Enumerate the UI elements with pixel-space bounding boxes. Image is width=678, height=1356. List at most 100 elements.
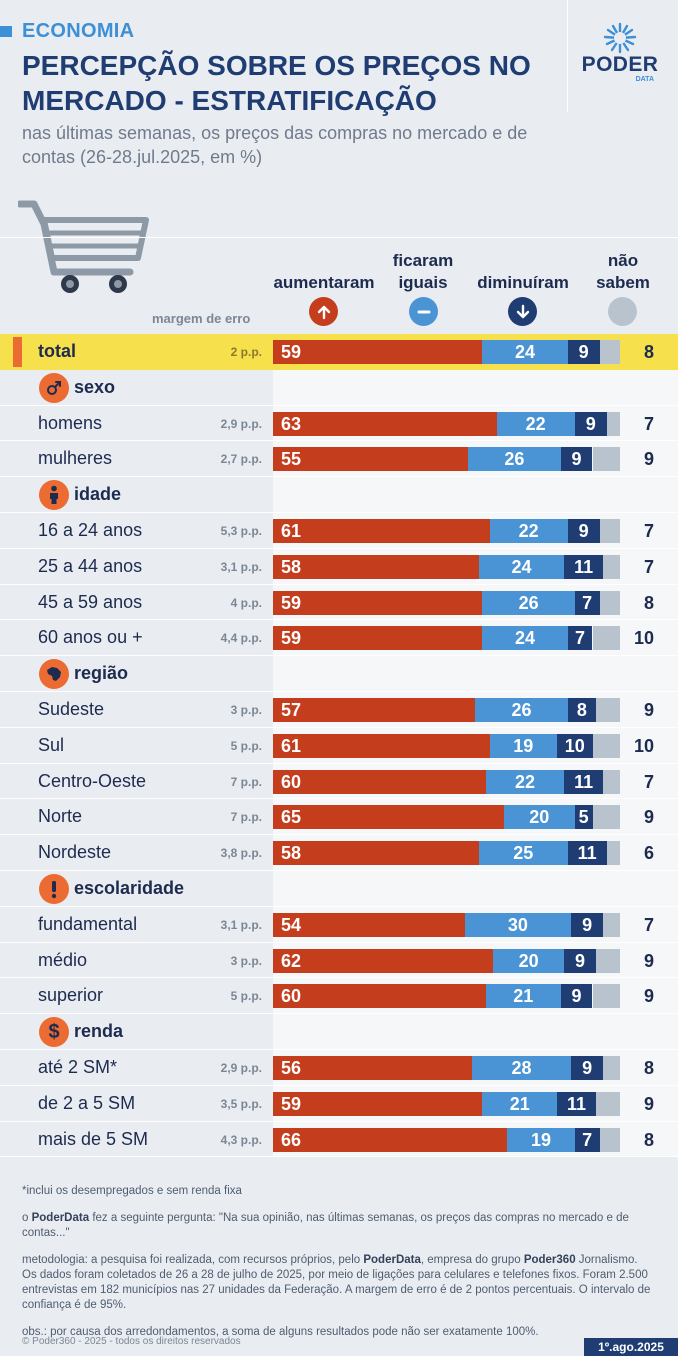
bar-dont-know [592,626,620,651]
row-label: médio [38,949,88,970]
value-equal: 19 [531,1129,552,1150]
value-down: 5 [578,807,589,828]
bar-equal [489,518,568,543]
value-down: 9 [582,1057,593,1078]
value-up: 55 [281,449,302,470]
value-up: 58 [281,843,302,864]
bar-up [273,554,479,579]
bar-down [564,554,604,579]
data-row: Sudeste 3 p.p. 57 26 8 9 [0,691,678,728]
value-up: 66 [281,1129,302,1150]
shopping-cart-icon [18,200,149,293]
value-up: 62 [281,950,302,971]
value-down: 11 [567,1093,587,1114]
burst-icon [603,22,637,54]
value-dont-know: 9 [643,449,654,470]
bar-equal [478,554,565,579]
col-head-up: aumentaram [273,273,375,292]
margin-of-error: 2,7 p.p. [220,452,262,467]
bar-down [567,518,600,543]
value-down: 11 [574,771,594,792]
bar-up [273,733,490,758]
row-label: 25 a 44 anos [38,555,143,576]
bar-equal [489,733,557,758]
total-marker [13,337,22,367]
value-up: 61 [281,735,302,756]
bar-area [273,1014,678,1050]
row-label: de 2 a 5 SM [38,1092,136,1113]
value-dont-know: 7 [643,556,654,577]
value-equal: 24 [515,628,536,649]
bar-equal [478,841,568,866]
value-down: 11 [577,843,597,864]
value-dont-know: 7 [643,520,654,541]
bar-area [273,656,678,692]
col-head-equal-1: ficaram [392,251,454,270]
value-down: 9 [578,342,589,362]
value-dont-know: 9 [643,807,654,828]
person-icon [39,480,69,511]
margin-of-error: 3,8 p.p. [220,846,262,861]
bar-area [273,477,678,513]
bar-equal [464,912,572,937]
footnote: *inclui os desempregados e sem renda fix… [22,1185,242,1197]
bar-down [560,984,593,1009]
value-down: 10 [564,735,585,756]
row-label: região [74,663,129,684]
logo-wordmark: PODER [581,53,659,76]
bar-dont-know [592,447,620,472]
value-dont-know: 10 [633,628,654,649]
margin-of-error: 7 p.p. [230,810,262,825]
value-equal: 26 [518,592,539,613]
value-up: 63 [281,413,302,434]
value-dont-know: 9 [643,986,654,1007]
bar-equal [486,984,561,1009]
bar-area: 63 22 9 7 [273,405,678,441]
bar-down [567,626,593,651]
bar-down [564,948,597,973]
value-down: 7 [575,628,586,649]
bar-dont-know [592,984,620,1009]
bar-dont-know [603,912,620,937]
dont-know-dot-icon [608,297,637,326]
value-dont-know: 9 [643,950,654,971]
data-row: homens 2,9 p.p. 63 22 9 7 [0,405,678,442]
bar-area: 59 21 11 9 [273,1085,678,1121]
row-label: idade [74,484,122,505]
margin-of-error: 2,9 p.p. [220,1060,262,1075]
margin-of-error: 2,9 p.p. [220,416,262,431]
section-header: escolaridade [0,870,678,907]
value-up: 60 [281,986,302,1007]
row-label: 16 a 24 anos [38,519,143,540]
value-up: 54 [281,914,302,935]
margin-of-error: 3 p.p. [230,953,262,968]
data-row: superior 5 p.p. 60 21 9 9 [0,978,678,1015]
bar-down [574,805,593,830]
row-label: mulheres [38,448,113,469]
bar-dont-know [596,948,620,973]
row-label: escolaridade [74,877,185,898]
col-head-equal-2: iguais [398,273,448,292]
bar-dont-know [592,805,620,830]
bar-area [273,870,678,906]
value-up: 65 [281,807,302,828]
bar-area: 59 24 7 10 [273,620,678,656]
bar-down [574,590,600,615]
value-dont-know: 7 [643,914,654,935]
data-row: 16 a 24 anos 5,3 p.p. 61 22 9 7 [0,512,678,549]
bar-dont-know [606,841,620,866]
bar-area: 60 22 11 7 [273,763,678,799]
bar-up [273,1127,508,1152]
chart-title: PERCEPÇÃO SOBRE OS PREÇOS NO MERCADO - E… [22,50,531,116]
bar-area: 54 30 9 7 [273,906,678,942]
minus-icon [409,297,438,326]
bar-up [273,1055,472,1080]
value-dont-know: 7 [643,413,654,434]
chart-subtitle: nas últimas semanas, os preços das compr… [22,123,528,167]
data-row: Nordeste 3,8 p.p. 58 25 11 6 [0,835,678,871]
bar-dont-know [596,1091,620,1116]
value-up: 56 [281,1057,302,1078]
value-dont-know: 9 [643,699,654,720]
bar-down [567,340,600,364]
bar-area: 61 19 10 10 [273,727,678,763]
